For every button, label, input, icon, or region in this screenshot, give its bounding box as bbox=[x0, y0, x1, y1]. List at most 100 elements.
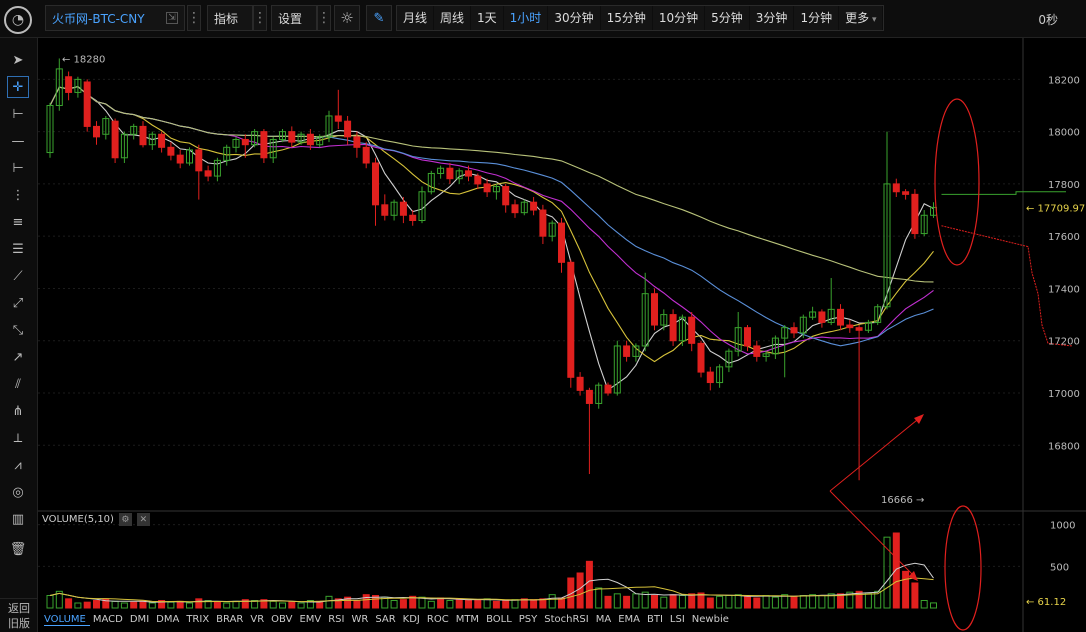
candle-body-49 bbox=[502, 186, 510, 206]
candle-body-30 bbox=[325, 115, 333, 138]
external-link-icon[interactable]: ⇲ bbox=[166, 12, 178, 24]
volume-bar-48 bbox=[492, 600, 500, 609]
candle-body-77 bbox=[762, 353, 770, 357]
candle-body-21 bbox=[241, 138, 249, 146]
chart-annotations bbox=[829, 98, 982, 631]
close-icon[interactable]: ✕ bbox=[136, 513, 150, 526]
toolbar-handle-icon[interactable]: ⋮ bbox=[187, 5, 201, 31]
horizontal-ray-icon[interactable]: ⊢ bbox=[12, 160, 24, 176]
indicator-tab-macd[interactable]: MACD bbox=[92, 614, 123, 625]
fib-fan-icon[interactable]: ⟂ bbox=[13, 430, 23, 446]
trash-icon[interactable]: 🗑 bbox=[9, 541, 27, 557]
interval-7[interactable]: 5分钟 bbox=[705, 6, 750, 30]
segment-line-icon[interactable]: ⊢ bbox=[12, 106, 24, 122]
indicator-tab-rsi[interactable]: RSI bbox=[328, 614, 345, 625]
back-to-old-version-button[interactable]: 返回 旧版 bbox=[0, 598, 38, 632]
volume-bar-44 bbox=[455, 598, 463, 609]
settings-button[interactable]: 设置 bbox=[271, 5, 317, 31]
cursor-arrow-icon[interactable]: ➤ bbox=[12, 52, 24, 68]
candle-body-52 bbox=[530, 201, 538, 211]
indicator-tab-newbie[interactable]: Newbie bbox=[691, 614, 729, 625]
indicator-tab-wr[interactable]: WR bbox=[351, 614, 369, 625]
interval-1[interactable]: 周线 bbox=[434, 6, 472, 30]
volume-bar-83 bbox=[818, 595, 826, 609]
indicator-tab-vr[interactable]: VR bbox=[250, 614, 265, 625]
parallel-lines-icon[interactable]: ☰ bbox=[12, 241, 24, 257]
candle-body-3 bbox=[74, 78, 82, 93]
arrow-line-up bbox=[829, 415, 923, 492]
interval-8[interactable]: 3分钟 bbox=[750, 6, 795, 30]
interval-0[interactable]: 月线 bbox=[397, 6, 435, 30]
extended-line-icon[interactable]: ⤡ bbox=[12, 322, 24, 338]
theme-toggle-icon[interactable]: ☼ bbox=[334, 5, 360, 31]
candle-body-64 bbox=[641, 293, 649, 347]
indicator-tab-boll[interactable]: BOLL bbox=[486, 614, 512, 625]
indicator-tab-ema[interactable]: EMA bbox=[618, 614, 640, 625]
symbol-selector[interactable]: 火币网-BTC-CNY ⇲ bbox=[45, 5, 185, 31]
interval-9[interactable]: 1分钟 bbox=[794, 6, 840, 30]
interval-10[interactable]: 更多 bbox=[839, 6, 884, 30]
candle-body-55 bbox=[558, 222, 565, 263]
toolbar-handle-icon[interactable]: ⋮ bbox=[317, 5, 331, 31]
indicator-tab-ma[interactable]: MA bbox=[595, 614, 612, 625]
settings-gear-icon[interactable]: ⚙ bbox=[118, 513, 132, 526]
candle-body-75 bbox=[744, 327, 751, 347]
indicator-tab-trix[interactable]: TRIX bbox=[186, 614, 210, 625]
indicator-tab-dma[interactable]: DMA bbox=[156, 614, 180, 625]
indicator-tab-lsi[interactable]: LSI bbox=[669, 614, 685, 625]
indicators-button[interactable]: 指标 bbox=[207, 5, 253, 31]
countdown-timer: 0秒 bbox=[1038, 13, 1058, 27]
indicator-tab-mtm[interactable]: MTM bbox=[455, 614, 480, 625]
interval-4[interactable]: 30分钟 bbox=[548, 6, 601, 30]
indicator-tabs: VOLUME MACD DMI DMA TRIX BRAR VR OBV EMV RSI WR SAR… bbox=[44, 614, 736, 626]
fib-timezone-icon[interactable]: ▥ bbox=[11, 511, 25, 527]
volume-bar-26 bbox=[288, 601, 296, 609]
indicator-tab-stochrsi[interactable]: StochRSI bbox=[544, 614, 589, 625]
volume-bar-19 bbox=[223, 602, 231, 609]
horizontal-line-icon[interactable]: — bbox=[11, 133, 25, 149]
indicator-tab-roc[interactable]: ROC bbox=[426, 614, 449, 625]
volume-bar-35 bbox=[372, 595, 379, 609]
candle-body-22 bbox=[251, 131, 259, 146]
pitchfork-icon[interactable]: ⋔ bbox=[12, 403, 24, 419]
volume-bar-73 bbox=[725, 595, 733, 609]
volume-bar-59 bbox=[595, 587, 603, 609]
candle-body-89 bbox=[874, 306, 882, 323]
indicator-tab-obv[interactable]: OBV bbox=[271, 614, 293, 625]
ray-line-icon[interactable]: ⤢ bbox=[12, 295, 24, 311]
toolbar-handle-icon[interactable]: ⋮ bbox=[253, 5, 267, 31]
candle-body-74 bbox=[734, 327, 742, 352]
arrow-line-icon[interactable]: ↗ bbox=[12, 349, 24, 365]
interval-3[interactable]: 1小时 bbox=[504, 6, 549, 30]
volume-bar-57 bbox=[576, 572, 584, 609]
candle-body-0 bbox=[46, 105, 54, 154]
pencil-icon[interactable]: ✎ bbox=[366, 5, 392, 31]
axis-labels: 18200 18000 17800 17600 17400 17200 17000 16800… bbox=[62, 54, 1085, 607]
interval-2[interactable]: 1天 bbox=[471, 6, 504, 30]
price-range-icon[interactable]: ≡ bbox=[12, 214, 24, 230]
fib-spiral-icon[interactable]: ◎ bbox=[12, 484, 24, 500]
price-chart[interactable]: 18200 18000 17800 17600 17400 17200 17000 16800… bbox=[38, 38, 1086, 632]
indicator-tab-kdj[interactable]: KDJ bbox=[402, 614, 420, 625]
interval-6[interactable]: 10分钟 bbox=[653, 6, 706, 30]
candle-body-28 bbox=[306, 133, 314, 146]
indicator-tab-bti[interactable]: BTI bbox=[647, 614, 663, 625]
candle-body-12 bbox=[158, 133, 166, 148]
candle-body-51 bbox=[520, 201, 528, 214]
indicator-tab-sar[interactable]: SAR bbox=[375, 614, 396, 625]
candle-body-14 bbox=[176, 154, 184, 164]
crosshair-icon[interactable]: ✛ bbox=[7, 76, 29, 98]
indicator-tab-brar[interactable]: BRAR bbox=[216, 614, 244, 625]
vertical-line-icon[interactable]: ⋮ bbox=[11, 187, 25, 203]
indicator-tab-psy[interactable]: PSY bbox=[518, 614, 538, 625]
interval-5[interactable]: 15分钟 bbox=[601, 6, 653, 30]
trend-line-icon[interactable]: ⟋ bbox=[13, 268, 23, 284]
parallel-channel-icon[interactable]: ⫽ bbox=[15, 376, 21, 392]
indicator-tab-volume[interactable]: VOLUME bbox=[44, 614, 90, 626]
volume-bar-77 bbox=[762, 595, 770, 609]
gann-fan-icon[interactable]: ⩘ bbox=[14, 457, 22, 473]
volume-tick-label-0: 1000 bbox=[1050, 521, 1075, 532]
indicator-tab-dmi[interactable]: DMI bbox=[129, 614, 150, 625]
indicator-tab-emv[interactable]: EMV bbox=[299, 614, 322, 625]
volume-bar-30 bbox=[325, 595, 333, 609]
